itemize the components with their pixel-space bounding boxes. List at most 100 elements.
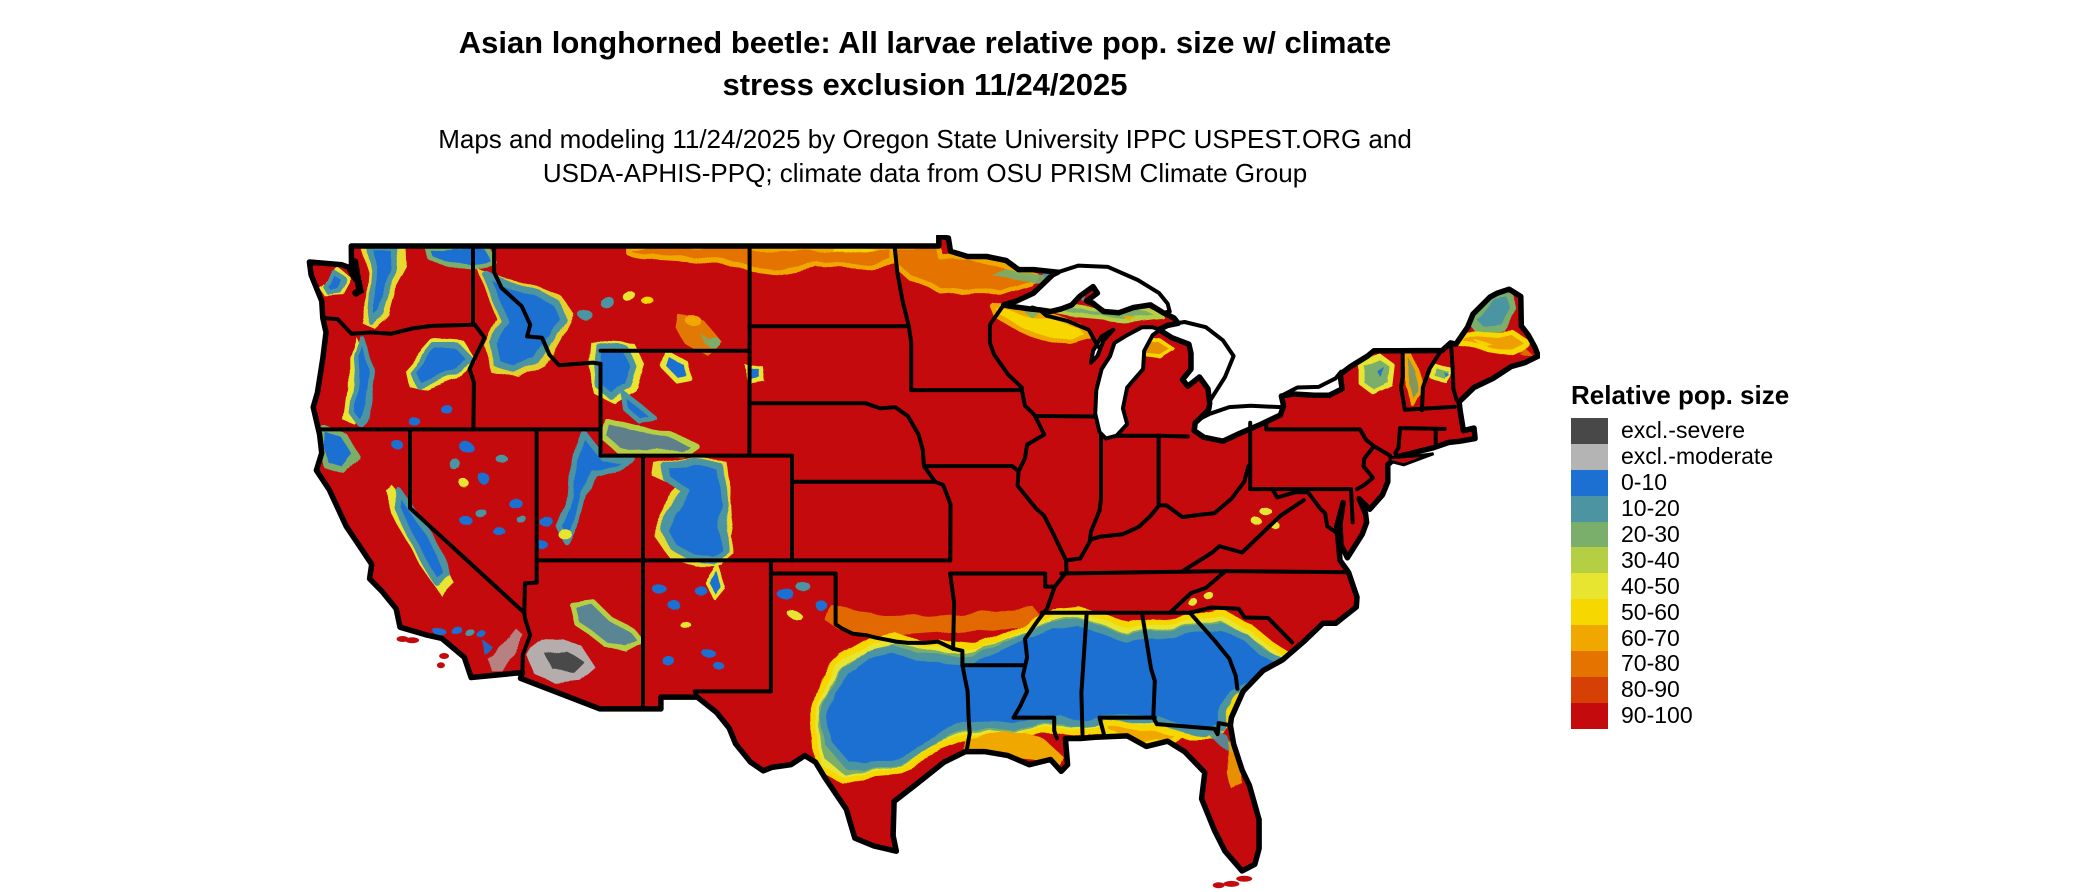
legend-row: 70-80 xyxy=(1571,650,1871,677)
state-border xyxy=(1032,414,1098,419)
state-border xyxy=(692,571,773,700)
legend-swatch-0-10 xyxy=(1571,469,1608,496)
map-speck xyxy=(577,309,592,320)
state-border xyxy=(1187,610,1240,691)
map-speck xyxy=(715,663,726,672)
state-border xyxy=(747,401,910,419)
legend-swatch-90-100 xyxy=(1571,702,1608,729)
map-speck xyxy=(478,474,491,485)
map-speck xyxy=(515,514,526,523)
lake-michigan xyxy=(1093,325,1163,441)
long-island xyxy=(1388,452,1435,467)
legend-row: 40-50 xyxy=(1571,572,1871,600)
map-speck xyxy=(455,510,468,521)
map-speck xyxy=(1205,593,1216,602)
legend-row: excl.-moderate xyxy=(1571,443,1871,470)
state-border xyxy=(1167,569,1228,615)
state-border xyxy=(1140,610,1159,727)
map-speck xyxy=(536,540,548,549)
map-region xyxy=(1474,340,1491,347)
island-dot xyxy=(1223,880,1240,887)
legend-swatch-50-60 xyxy=(1571,599,1608,626)
legend-swatch-80-90 xyxy=(1571,676,1608,703)
map-speck xyxy=(1261,509,1274,518)
map-region xyxy=(660,350,692,383)
legend-label: excl.-moderate xyxy=(1621,443,1774,470)
map-svg xyxy=(306,233,1542,889)
legend: Relative pop. size excl.-severe excl.-mod… xyxy=(1571,380,1871,729)
map-speck xyxy=(649,581,664,592)
map-region xyxy=(822,604,1042,639)
island-dot xyxy=(436,662,445,669)
map-speck xyxy=(681,621,692,630)
map-subtitle-line2: USDA-APHIS-PPQ; climate data from OSU PR… xyxy=(542,158,1308,188)
legend-swatch-excl-moderate xyxy=(1571,443,1608,470)
map-region xyxy=(1356,354,1396,396)
map-speck xyxy=(624,293,639,304)
state-border xyxy=(1011,715,1059,741)
legend-rows: excl.-severe excl.-moderate 0-10 10-20 20-30… xyxy=(1571,417,1871,729)
legend-swatch-excl-severe xyxy=(1571,418,1608,444)
map-region xyxy=(990,303,1092,343)
state-border xyxy=(467,322,487,432)
map-speck xyxy=(448,624,461,633)
green-bay xyxy=(1089,327,1116,365)
map-speck xyxy=(493,527,506,536)
map-speck xyxy=(431,625,444,634)
map-speck xyxy=(450,461,463,472)
map-speck xyxy=(814,599,827,610)
map-region xyxy=(701,335,713,346)
island-dot xyxy=(405,637,420,644)
map-subtitle: Maps and modeling 11/24/2025 by Oregon S… xyxy=(300,122,1550,190)
map-speck xyxy=(780,591,797,604)
us-risk-map xyxy=(300,233,1542,892)
legend-label: 60-70 xyxy=(1621,624,1680,651)
map-speck xyxy=(477,631,488,640)
state-border xyxy=(1398,426,1447,431)
state-border xyxy=(1270,487,1341,537)
legend-label: 10-20 xyxy=(1621,495,1680,522)
legend-label: 20-30 xyxy=(1621,521,1680,548)
state-border xyxy=(933,479,953,563)
island-dot xyxy=(1212,882,1225,889)
map-title-line1: Asian longhorned beetle: All larvae rela… xyxy=(458,25,1392,60)
map-speck xyxy=(497,456,510,465)
state-border xyxy=(1349,487,1355,525)
legend-label: 70-80 xyxy=(1621,650,1680,677)
state-border xyxy=(906,324,914,393)
state-border xyxy=(1059,569,1228,576)
legend-label: 40-50 xyxy=(1621,572,1680,599)
state-border xyxy=(1402,404,1457,412)
map-speck xyxy=(541,518,556,529)
map-region xyxy=(965,732,1064,768)
map-speck xyxy=(798,584,813,595)
state-border xyxy=(948,571,957,651)
map-region xyxy=(484,641,496,658)
state-border xyxy=(1223,569,1351,575)
map-region xyxy=(567,597,647,655)
state-border xyxy=(321,316,477,336)
legend-label: excl.-severe xyxy=(1621,417,1745,444)
state-border xyxy=(492,244,603,368)
island-dot xyxy=(1236,875,1253,882)
map-subtitle-line1: Maps and modeling 11/24/2025 by Oregon S… xyxy=(438,124,1412,154)
legend-row: 0-10 xyxy=(1571,469,1871,496)
legend-row: 50-60 xyxy=(1571,598,1871,626)
state-border xyxy=(1180,498,1306,573)
map-region xyxy=(488,631,528,671)
legend-swatch-70-80 xyxy=(1571,651,1608,677)
map-speck xyxy=(667,599,680,610)
legend-swatch-60-70 xyxy=(1571,625,1608,652)
state-border xyxy=(892,244,911,329)
map-speck xyxy=(1254,519,1265,528)
legend-label: 50-60 xyxy=(1621,598,1680,625)
map-region xyxy=(1518,348,1534,356)
state-border xyxy=(1264,420,1376,449)
map-region xyxy=(1376,367,1385,377)
map-speck xyxy=(460,480,471,489)
map-speck xyxy=(789,611,802,620)
legend-swatch-10-20 xyxy=(1571,495,1608,522)
state-border xyxy=(522,558,539,615)
map-speck xyxy=(707,337,722,348)
state-border xyxy=(1079,610,1089,737)
